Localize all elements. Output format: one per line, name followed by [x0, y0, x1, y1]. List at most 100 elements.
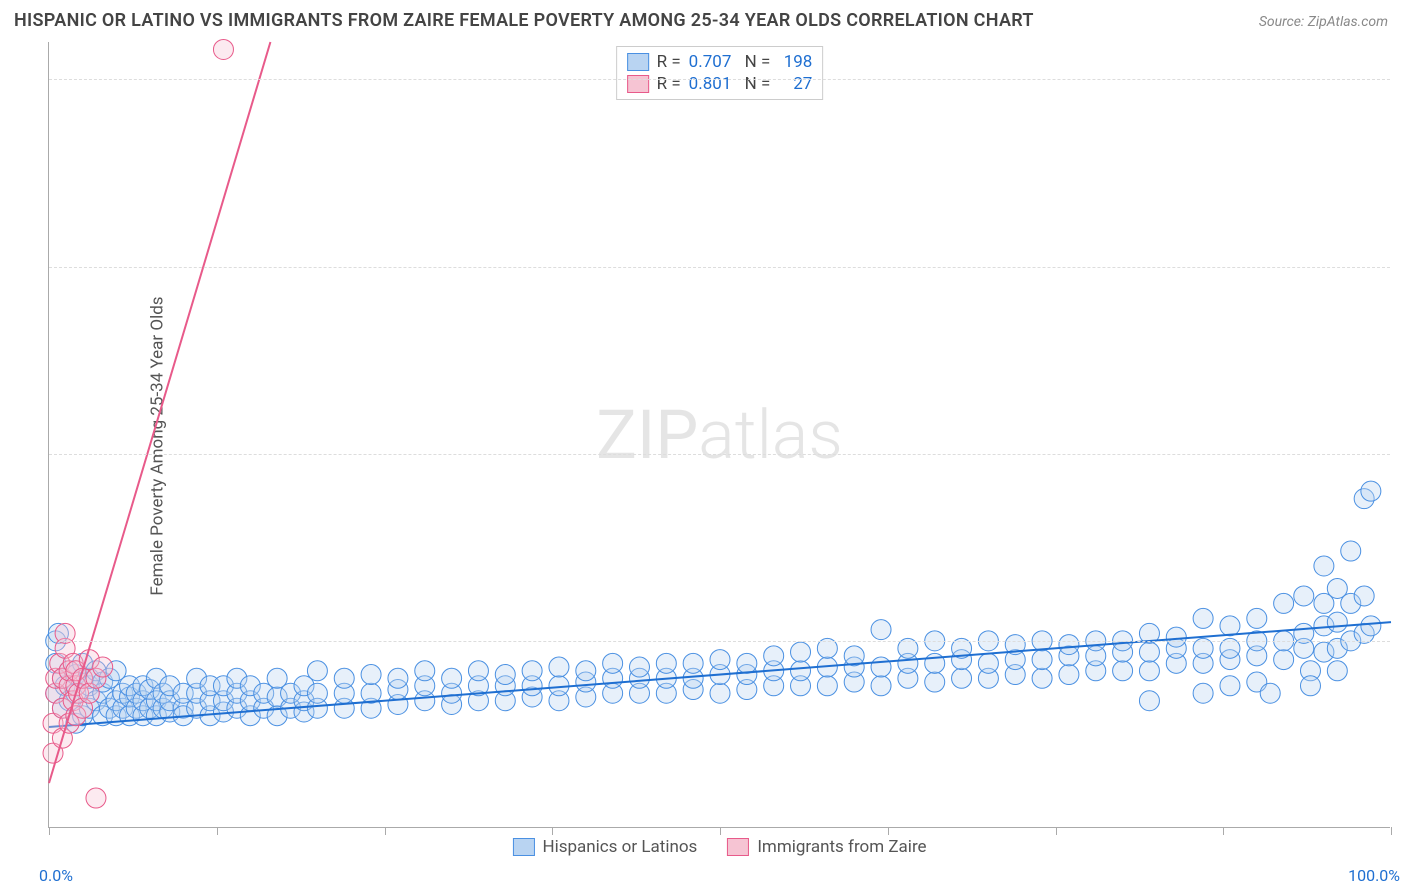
- data-point: [1260, 683, 1280, 703]
- data-point: [1220, 616, 1240, 636]
- chart-title: HISPANIC OR LATINO VS IMMIGRANTS FROM ZA…: [14, 10, 1034, 31]
- data-point: [952, 668, 972, 688]
- data-point: [1341, 541, 1361, 561]
- xtick-label-right: 100.0%: [1348, 866, 1400, 885]
- data-point: [603, 653, 623, 673]
- legend-swatch: [727, 838, 749, 856]
- gridline: [49, 454, 1390, 455]
- data-point: [1166, 627, 1186, 647]
- stat-n-label: N =: [745, 52, 771, 72]
- legend-swatch: [627, 53, 649, 71]
- xtick: [720, 827, 721, 835]
- data-point: [1274, 650, 1294, 670]
- data-point: [1139, 661, 1159, 681]
- bottom-legend: Hispanics or Latinos Immigrants from Zair…: [512, 837, 926, 857]
- legend-series-name: Immigrants from Zaire: [757, 837, 926, 857]
- ytick-label: 75.0%: [1400, 257, 1406, 276]
- stat-legend-row: R = 0.801 N = 27: [627, 73, 813, 95]
- data-point: [1220, 676, 1240, 696]
- legend-swatch: [512, 838, 534, 856]
- stat-r-value: 0.801: [689, 74, 737, 94]
- legend-swatch: [627, 75, 649, 93]
- data-point: [93, 657, 113, 677]
- data-point: [1193, 608, 1213, 628]
- data-point: [871, 676, 891, 696]
- stat-n-value: 27: [778, 74, 812, 94]
- legend-series-name: Hispanics or Latinos: [542, 837, 697, 857]
- bottom-legend-item: Hispanics or Latinos: [512, 837, 697, 857]
- data-point: [1059, 635, 1079, 655]
- data-point: [1139, 642, 1159, 662]
- xtick: [888, 827, 889, 835]
- stat-legend: R = 0.707 N = 198 R = 0.801 N = 27: [616, 46, 824, 100]
- xtick-label-left: 0.0%: [39, 866, 73, 885]
- data-point: [307, 661, 327, 681]
- data-point: [871, 657, 891, 677]
- source-label: Source: ZipAtlas.com: [1259, 14, 1388, 30]
- gridline: [49, 641, 1390, 642]
- data-point: [1327, 661, 1347, 681]
- data-point: [468, 661, 488, 681]
- stat-legend-row: R = 0.707 N = 198: [627, 51, 813, 73]
- data-point: [710, 650, 730, 670]
- data-point: [415, 661, 435, 681]
- data-point: [1139, 691, 1159, 711]
- data-point: [817, 676, 837, 696]
- stat-r-value: 0.707: [689, 52, 737, 72]
- xtick: [217, 827, 218, 835]
- data-point: [388, 668, 408, 688]
- data-point: [576, 661, 596, 681]
- xtick: [385, 827, 386, 835]
- ytick-label: 100.0%: [1400, 70, 1406, 89]
- xtick: [1223, 827, 1224, 835]
- data-point: [1032, 650, 1052, 670]
- gridline: [49, 79, 1390, 80]
- data-point: [1327, 612, 1347, 632]
- data-point: [361, 665, 381, 685]
- data-point: [978, 653, 998, 673]
- data-point: [925, 672, 945, 692]
- data-point: [1247, 608, 1267, 628]
- data-point: [1314, 556, 1334, 576]
- data-point: [737, 653, 757, 673]
- data-point: [1113, 661, 1133, 681]
- data-point: [1193, 683, 1213, 703]
- plot-area: ZIPatlas R =0.707N =198R =0.801N =27 His…: [48, 42, 1390, 828]
- data-point: [871, 620, 891, 640]
- data-point: [86, 788, 106, 808]
- ytick-label: 25.0%: [1400, 631, 1406, 650]
- data-point: [791, 661, 811, 681]
- data-point: [1300, 676, 1320, 696]
- data-point: [307, 683, 327, 703]
- data-point: [1032, 668, 1052, 688]
- data-point: [549, 657, 569, 677]
- stat-n-value: 198: [778, 52, 812, 72]
- data-point: [764, 646, 784, 666]
- data-point: [1059, 665, 1079, 685]
- stat-r-label: R =: [657, 52, 681, 72]
- data-point: [1361, 481, 1381, 501]
- xtick: [552, 827, 553, 835]
- trend-line: [49, 622, 1391, 727]
- data-point: [213, 39, 233, 59]
- data-point: [1361, 616, 1381, 636]
- xtick: [49, 827, 50, 835]
- data-point: [683, 653, 703, 673]
- ytick-label: 50.0%: [1400, 444, 1406, 463]
- data-point: [1354, 586, 1374, 606]
- data-point: [522, 661, 542, 681]
- xtick: [1056, 827, 1057, 835]
- data-point: [495, 665, 515, 685]
- data-point: [656, 653, 676, 673]
- data-point: [791, 642, 811, 662]
- data-point: [710, 683, 730, 703]
- stat-n-label: N =: [745, 74, 771, 94]
- gridline: [49, 267, 1390, 268]
- data-point: [334, 668, 354, 688]
- bottom-legend-item: Immigrants from Zaire: [727, 837, 926, 857]
- data-point: [442, 668, 462, 688]
- stat-r-label: R =: [657, 74, 681, 94]
- scatter-svg: [49, 42, 1390, 827]
- xtick: [1391, 827, 1392, 835]
- data-point: [629, 657, 649, 677]
